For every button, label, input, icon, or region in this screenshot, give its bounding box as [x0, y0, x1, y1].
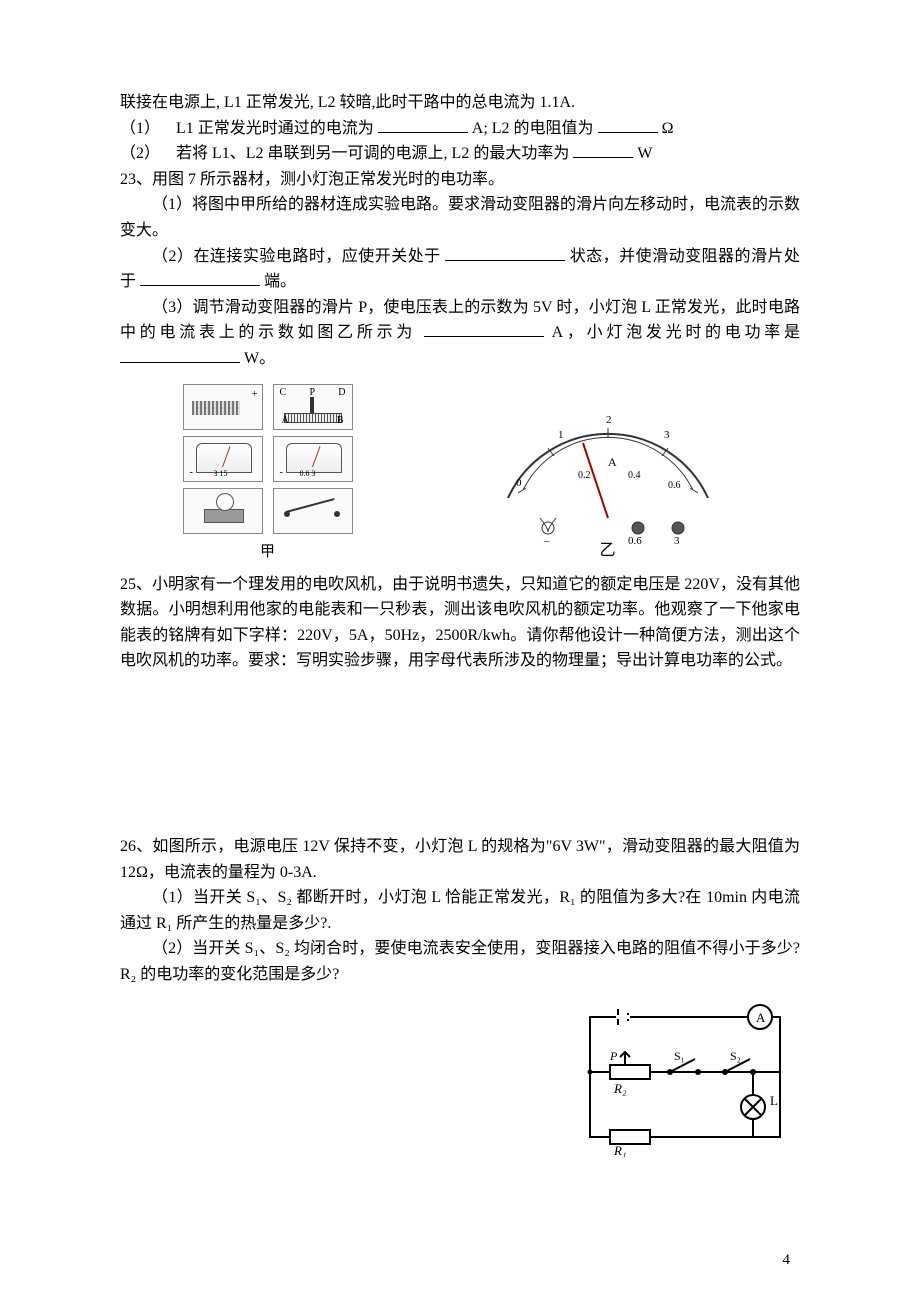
- voltmeter-icon: - 3 15: [183, 436, 263, 482]
- q22-p1-suf: Ω: [662, 120, 674, 137]
- q23-p2: （2）在连接实验电路时，应使开关处于 状态，并使滑动变阻器的滑片处于 端。: [120, 244, 800, 295]
- svg-text:S₁: S₁: [674, 1049, 685, 1063]
- q22-p2-pre: （2） 若将 L1、L2 串联到另一可调的电源上, L2 的最大功率为: [120, 145, 569, 162]
- q23-p3-suf: W。: [244, 350, 275, 367]
- q23-p2-pre: （2）在连接实验电路时，应使开关处于: [152, 248, 441, 265]
- q22-p1-pre: （1） L1 正常发光时通过的电流为: [120, 120, 374, 137]
- figure-yi: 0 1 2 3 0.2 0.4 0.6 A – 0.6 3 乙: [478, 388, 738, 564]
- q22-part2: （2） 若将 L1、L2 串联到另一可调的电源上, L2 的最大功率为 W: [120, 141, 800, 167]
- q23-p1: （1）将图中甲所给的器材连成实验电路。要求滑动变阻器的滑片向左移动时，电流表的示…: [120, 192, 800, 243]
- page-number: 4: [783, 1248, 791, 1272]
- svg-text:–: –: [543, 535, 550, 547]
- svg-text:0.6: 0.6: [628, 535, 642, 547]
- q25-text: 25、小明家有一个理发用的电吹风机，由于说明书遗失，只知道它的额定电压是 220…: [120, 572, 800, 674]
- q26-p2: （2）当开关 S₁、S₂ 均闭合时，要使电流表安全使用，变阻器接入电路的阻值不得…: [120, 936, 800, 987]
- svg-text:3: 3: [664, 429, 670, 441]
- ammeter-icon: - 0.6 3: [273, 436, 353, 482]
- figure-jia-label: 甲: [260, 540, 275, 564]
- bulb-icon: [183, 488, 263, 534]
- q23-p3: （3）调节滑动变阻器的滑片 P，使电压表上的示数为 5V 时，小灯泡 L 正常发…: [120, 295, 800, 372]
- svg-text:0: 0: [516, 477, 522, 489]
- q22-blank-resistance[interactable]: [598, 116, 658, 133]
- svg-text:S₂: S₂: [730, 1049, 741, 1063]
- svg-text:R₁: R₁: [613, 1143, 626, 1157]
- q23-blank-switch-state[interactable]: [445, 244, 565, 261]
- svg-text:A: A: [608, 455, 617, 469]
- svg-text:0.4: 0.4: [628, 470, 641, 481]
- battery-icon: +: [183, 384, 263, 430]
- answer-space-q25[interactable]: [120, 674, 800, 764]
- svg-text:R₂: R₂: [613, 1081, 627, 1096]
- switch-icon: [273, 488, 353, 534]
- q23-blank-ammeter[interactable]: [424, 320, 544, 337]
- q26-p1: （1）当开关 S₁、S₂ 都断开时，小灯泡 L 恰能正常发光，R₁ 的阻值为多大…: [120, 885, 800, 936]
- q23-p3-mid: A，小灯泡发光时的电功率是: [552, 324, 800, 341]
- svg-text:L: L: [770, 1093, 778, 1108]
- figure-jia: + C P D A B - 3 15 - 0.6 3: [183, 384, 353, 564]
- svg-text:3: 3: [674, 535, 680, 547]
- svg-text:2: 2: [606, 414, 612, 426]
- q23-blank-slider-end[interactable]: [140, 269, 260, 286]
- svg-text:1: 1: [558, 429, 564, 441]
- q26-circuit-diagram: A P R₂ S₁ S₂ L: [570, 997, 800, 1157]
- svg-text:A: A: [756, 1010, 766, 1025]
- q23-p2-suf: 端。: [264, 273, 296, 290]
- q23-blank-power[interactable]: [120, 346, 240, 363]
- q22-blank-power[interactable]: [573, 141, 633, 158]
- q22-p2-suf: W: [637, 145, 652, 162]
- ammeter-reading-icon: 0 1 2 3 0.2 0.4 0.6 A – 0.6 3: [488, 388, 728, 538]
- svg-text:P: P: [609, 1049, 618, 1063]
- q26-line1: 26、如图所示，电源电压 12V 保持不变，小灯泡 L 的规格为"6V 3W"，…: [120, 834, 800, 885]
- q22-cont: 联接在电源上, L1 正常发光, L2 较暗,此时干路中的总电流为 1.1A.: [120, 90, 800, 116]
- q23-title: 23、用图 7 所示器材，测小灯泡正常发光时的电功率。: [120, 167, 800, 193]
- q22-p1-mid: A; L2 的电阻值为: [472, 120, 594, 137]
- svg-text:0.2: 0.2: [578, 470, 591, 481]
- answer-space-q25b[interactable]: [120, 764, 800, 834]
- q22-part1: （1） L1 正常发光时通过的电流为 A; L2 的电阻值为 Ω: [120, 116, 800, 142]
- q22-blank-current[interactable]: [378, 116, 468, 133]
- q23-figures: + C P D A B - 3 15 - 0.6 3: [120, 384, 800, 564]
- svg-text:0.6: 0.6: [668, 480, 681, 491]
- rheostat-icon: C P D A B: [273, 384, 353, 430]
